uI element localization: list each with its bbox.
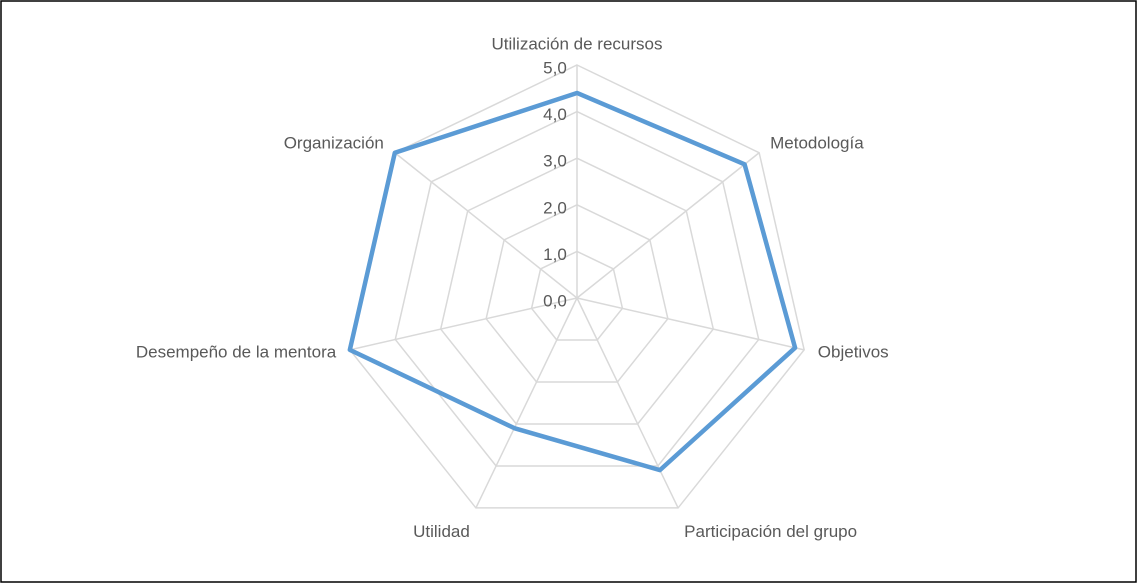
category-label: Metodología (770, 133, 864, 152)
y-tick-label: 3,0 (543, 152, 567, 171)
category-label: Objetivos (818, 342, 889, 361)
spoke (349, 297, 578, 351)
y-tick-label: 1,0 (543, 245, 567, 264)
spoke (576, 297, 679, 509)
category-label: Utilidad (413, 522, 470, 541)
grid-ring (439, 157, 715, 425)
grid-ring (394, 110, 760, 467)
category-label: Participación del grupo (684, 522, 857, 541)
y-tick-label: 5,0 (543, 58, 567, 77)
spoke (394, 152, 578, 299)
category-label: Desempeño de la mentora (136, 342, 337, 361)
category-label: Utilización de recursos (491, 34, 662, 53)
grid-ring (530, 250, 624, 341)
series-line (347, 90, 798, 473)
spoke (475, 297, 578, 509)
y-tick-label: 4,0 (543, 105, 567, 124)
spoke (576, 297, 805, 351)
category-label: Organización (284, 133, 384, 152)
spoke (576, 152, 760, 299)
grid-ring (485, 203, 669, 383)
y-tick-label: 2,0 (543, 198, 567, 217)
y-tick-label: 0,0 (543, 291, 567, 310)
